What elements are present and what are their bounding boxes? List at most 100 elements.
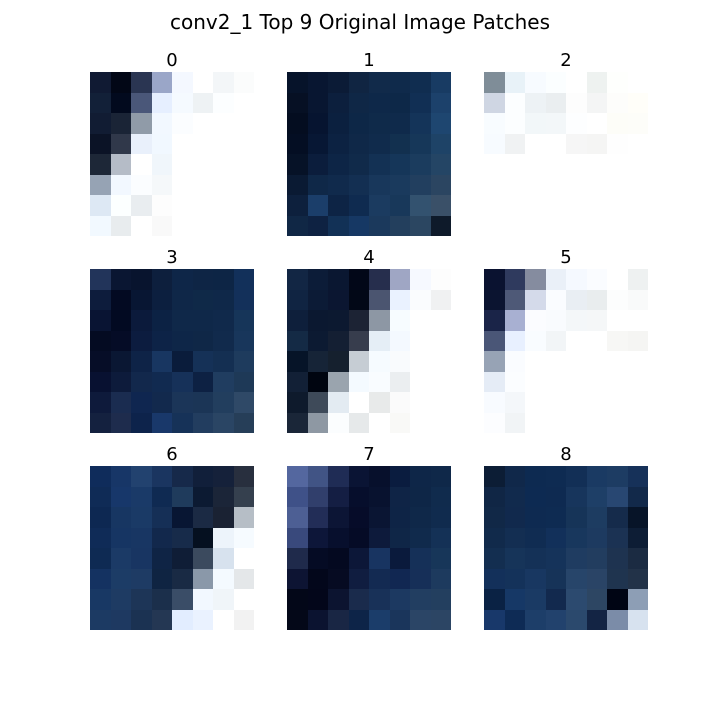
patch-pixel	[627, 174, 648, 195]
patch-pixel	[525, 133, 546, 154]
patch-pixel	[430, 609, 451, 630]
patch-pixel	[192, 392, 213, 413]
patch-pixel	[586, 609, 607, 630]
patch-pixel	[369, 589, 390, 610]
patch-pixel	[545, 215, 566, 236]
patch-pixel	[607, 92, 628, 113]
patch-pixel	[287, 269, 308, 290]
patch-pixel	[151, 269, 172, 290]
patch-pixel	[131, 548, 152, 569]
patch-pixel	[233, 392, 254, 413]
patch-pixel	[287, 548, 308, 569]
patch-pixel	[287, 174, 308, 195]
patch-pixel	[586, 527, 607, 548]
patch-pixel	[389, 466, 410, 487]
patch-pixel	[90, 195, 111, 216]
patch-pixel	[233, 466, 254, 487]
patch-pixel	[627, 507, 648, 528]
patch-pixel	[430, 113, 451, 134]
patch-pixel	[586, 392, 607, 413]
patch-pixel	[328, 269, 349, 290]
patch-pixel	[307, 289, 328, 310]
patch-pixel	[307, 195, 328, 216]
patch-pixel	[307, 310, 328, 331]
patch-pixel	[504, 412, 525, 433]
patch-pixel	[213, 195, 234, 216]
patch-pixel	[172, 371, 193, 392]
patch-pixel	[348, 133, 369, 154]
patch-pixel	[287, 527, 308, 548]
patch-pixel	[369, 371, 390, 392]
patch-pixel	[348, 392, 369, 413]
image-patch	[287, 269, 451, 433]
patch-pixel	[192, 92, 213, 113]
patch-pixel	[172, 195, 193, 216]
patch-pixel	[348, 269, 369, 290]
patch-pixel	[504, 215, 525, 236]
patch-label: 1	[363, 50, 375, 71]
patch-pixel	[627, 548, 648, 569]
patch-pixel	[369, 310, 390, 331]
patch-pixel	[607, 72, 628, 93]
image-patch	[90, 466, 254, 630]
patch-pixel	[369, 330, 390, 351]
patch-pixel	[504, 568, 525, 589]
patch-pixel	[131, 527, 152, 548]
patch-pixel	[504, 113, 525, 134]
patch-pixel	[172, 133, 193, 154]
patch-pixel	[90, 92, 111, 113]
patch-pixel	[348, 486, 369, 507]
patch-pixel	[172, 527, 193, 548]
patch-pixel	[151, 609, 172, 630]
patch-pixel	[328, 310, 349, 331]
patch-pixel	[287, 92, 308, 113]
patch-pixel	[607, 133, 628, 154]
patch-pixel	[192, 330, 213, 351]
patch-pixel	[110, 568, 131, 589]
patch-pixel	[369, 486, 390, 507]
patch-pixel	[287, 609, 308, 630]
image-patch	[90, 269, 254, 433]
patch-pixel	[430, 486, 451, 507]
patch-pixel	[213, 133, 234, 154]
patch-pixel	[328, 548, 349, 569]
patch-pixel	[566, 289, 587, 310]
patch-pixel	[328, 392, 349, 413]
patch-pixel	[369, 568, 390, 589]
patch-pixel	[410, 589, 431, 610]
patch-pixel	[151, 392, 172, 413]
patch-pixel	[504, 330, 525, 351]
patch-pixel	[90, 330, 111, 351]
patch-pixel	[110, 351, 131, 372]
patch-pixel	[430, 412, 451, 433]
patch-pixel	[627, 392, 648, 413]
patch-pixel	[307, 466, 328, 487]
patch-pixel	[328, 371, 349, 392]
patch-pixel	[566, 412, 587, 433]
patch-pixel	[484, 92, 505, 113]
patch-pixel	[586, 269, 607, 290]
patch-pixel	[586, 174, 607, 195]
patch-pixel	[328, 92, 349, 113]
patch-pixel	[192, 113, 213, 134]
patch-pixel	[504, 486, 525, 507]
patch-pixel	[586, 72, 607, 93]
patch-pixel	[586, 113, 607, 134]
patch-pixel	[525, 466, 546, 487]
patch-pixel	[110, 92, 131, 113]
patch-pixel	[369, 527, 390, 548]
patch-pixel	[504, 92, 525, 113]
patch-pixel	[192, 310, 213, 331]
patch-pixel	[484, 392, 505, 413]
patch-pixel	[110, 215, 131, 236]
patch-pixel	[369, 195, 390, 216]
patch-pixel	[484, 133, 505, 154]
patch-pixel	[430, 392, 451, 413]
patch-pixel	[192, 269, 213, 290]
patch-pixel	[287, 72, 308, 93]
image-patch	[484, 269, 648, 433]
patch-pixel	[213, 351, 234, 372]
patch-pixel	[566, 466, 587, 487]
patch-pixel	[410, 92, 431, 113]
patch-pixel	[90, 568, 111, 589]
